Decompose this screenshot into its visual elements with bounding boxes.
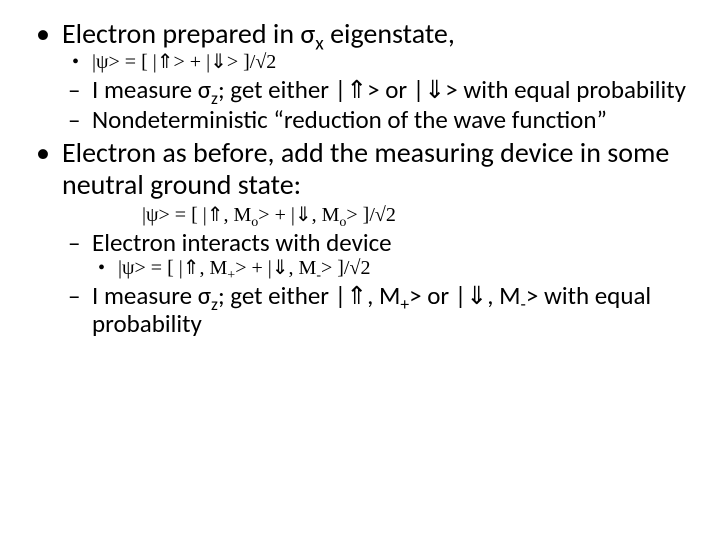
bullet-2-dash-1-eq: |ψ> = [ |⇑, M+> + |⇓, M-> ]/√2: [96, 256, 690, 280]
b1d1-pre: I measure σ: [92, 74, 211, 105]
bullet-1-text-pre: Electron prepared in σ: [62, 16, 315, 51]
bullet-2-dash-1: Electron interacts with device |ψ> = [ |…: [68, 229, 690, 281]
bullet-list-level1: Electron prepared in σx eigenstate, |ψ> …: [30, 18, 690, 337]
b2eq-mid: > + |⇓, M: [258, 204, 339, 226]
b2d1eq-pre: |ψ> = [ |⇑, M: [118, 257, 227, 279]
b2d2-sp: +: [400, 293, 409, 315]
bullet-1-eq1: |ψ> = [ |⇑> + |⇓> ]/√2: [68, 50, 690, 74]
b2d1eq-mid: > + |⇓, M: [235, 257, 316, 279]
bullet-2-equation: |ψ> = [ |⇑, Mo> + |⇓, Mo> ]/√2: [142, 204, 690, 227]
bullet-2-dashes: Electron interacts with device |ψ> = [ |…: [68, 229, 690, 338]
slide-body: Electron prepared in σx eigenstate, |ψ> …: [0, 0, 720, 540]
bullet-1-dash-1: I measure σz; get either |⇑> or |⇓> with…: [68, 76, 690, 104]
bullet-2: Electron as before, add the measuring de…: [30, 137, 690, 337]
bullet-2-dash-2: I measure σz; get either |⇑, M+> or |⇓, …: [68, 282, 690, 337]
bullet-2-dash-1-sub: |ψ> = [ |⇑, M+> + |⇓, M-> ]/√2: [96, 256, 690, 280]
bullet-1-dashes: I measure σz; get either |⇑> or |⇓> with…: [68, 76, 690, 133]
bullet-1-text-post: eigenstate,: [324, 16, 455, 51]
b1d1-post: ; get either |⇑> or |⇓> with equal proba…: [218, 74, 686, 105]
b2d1eq-post: > ]/√2: [321, 257, 370, 279]
b2d2-sub: z: [211, 293, 218, 315]
b2eq-pre: |ψ> = [ |⇑, M: [142, 204, 251, 226]
bullet-1-dash-2: Nondeterministic “reduction of the wave …: [68, 106, 690, 134]
bullet-1: Electron prepared in σx eigenstate, |ψ> …: [30, 18, 690, 133]
bullet-1-subbullets: |ψ> = [ |⇑> + |⇓> ]/√2: [68, 50, 690, 74]
b2d1-text: Electron interacts with device: [92, 227, 392, 258]
b2eq-post: > ]/√2: [346, 204, 395, 226]
bullet-2-text: Electron as before, add the measuring de…: [62, 135, 669, 202]
b2d2-pre: I measure σ: [92, 280, 211, 311]
b2d2-mid1: ; get either |⇑, M: [218, 280, 400, 311]
b2d2-mid2: > or |⇓, M: [409, 280, 520, 311]
